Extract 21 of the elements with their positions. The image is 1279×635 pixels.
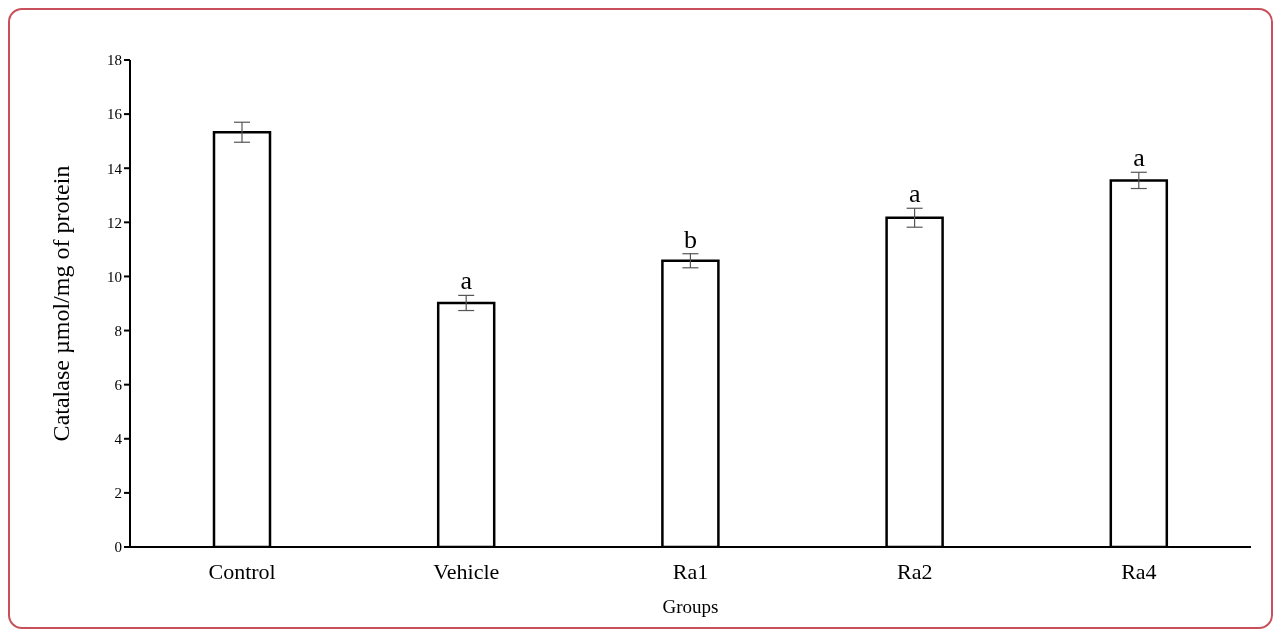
y-tick-label: 14 bbox=[107, 160, 123, 177]
x-tick-label: Ra1 bbox=[672, 558, 709, 584]
y-tick-label: 16 bbox=[107, 106, 123, 123]
y-tick-label: 0 bbox=[114, 539, 122, 556]
annotation: b bbox=[684, 224, 697, 254]
y-tick-label: 2 bbox=[114, 485, 122, 502]
y-tick-label: 12 bbox=[107, 214, 122, 231]
y-tick-label: 10 bbox=[107, 268, 122, 285]
x-tick-label: Ra4 bbox=[1121, 558, 1157, 584]
x-tick-label: Ra2 bbox=[896, 558, 933, 584]
y-tick-label: 8 bbox=[114, 322, 122, 339]
y-tick-label: 18 bbox=[107, 52, 122, 69]
annotation: a bbox=[460, 266, 473, 296]
x-tick-label: Control bbox=[208, 558, 276, 584]
y-axis-title: Catalase µmol/mg of protein bbox=[47, 165, 74, 442]
y-tick-label: 6 bbox=[114, 376, 123, 393]
y-tick-label: 4 bbox=[114, 431, 123, 448]
annotation: a bbox=[908, 179, 921, 209]
annotation: a bbox=[1133, 143, 1146, 173]
x-axis-title: Groups bbox=[662, 596, 719, 617]
x-tick-label: Vehicle bbox=[433, 558, 500, 584]
